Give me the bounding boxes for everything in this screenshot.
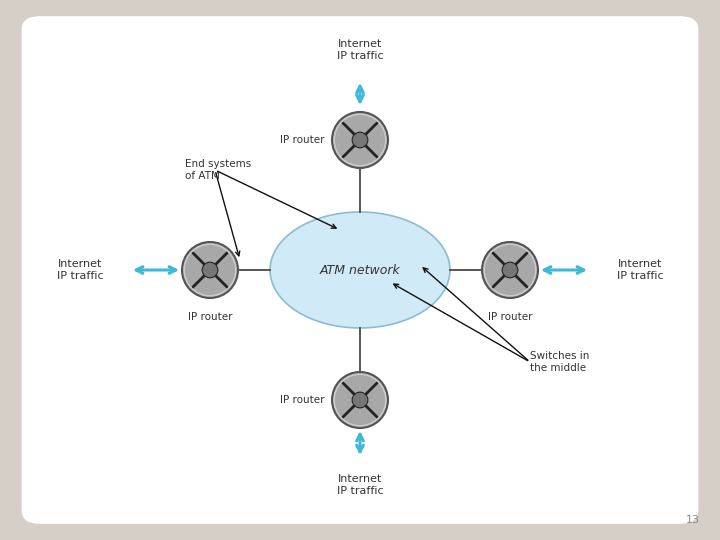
Text: Switches in
the middle: Switches in the middle [530, 351, 590, 373]
Circle shape [352, 392, 368, 408]
Circle shape [202, 262, 218, 278]
Circle shape [482, 242, 538, 298]
Text: IP router: IP router [188, 312, 233, 322]
Text: IP router: IP router [281, 135, 325, 145]
Circle shape [332, 112, 388, 168]
Text: Internet
IP traffic: Internet IP traffic [337, 39, 383, 61]
Text: 13: 13 [686, 515, 700, 525]
Circle shape [332, 372, 388, 428]
Circle shape [502, 262, 518, 278]
Ellipse shape [270, 212, 450, 328]
Text: IP router: IP router [487, 312, 532, 322]
Circle shape [352, 132, 368, 148]
Text: Internet
IP traffic: Internet IP traffic [617, 259, 663, 281]
Text: IP router: IP router [281, 395, 325, 405]
Text: ATM network: ATM network [320, 264, 400, 276]
Circle shape [182, 242, 238, 298]
Text: Internet
IP traffic: Internet IP traffic [337, 474, 383, 496]
Text: End systems
of ATM: End systems of ATM [185, 159, 251, 181]
Text: Internet
IP traffic: Internet IP traffic [57, 259, 103, 281]
